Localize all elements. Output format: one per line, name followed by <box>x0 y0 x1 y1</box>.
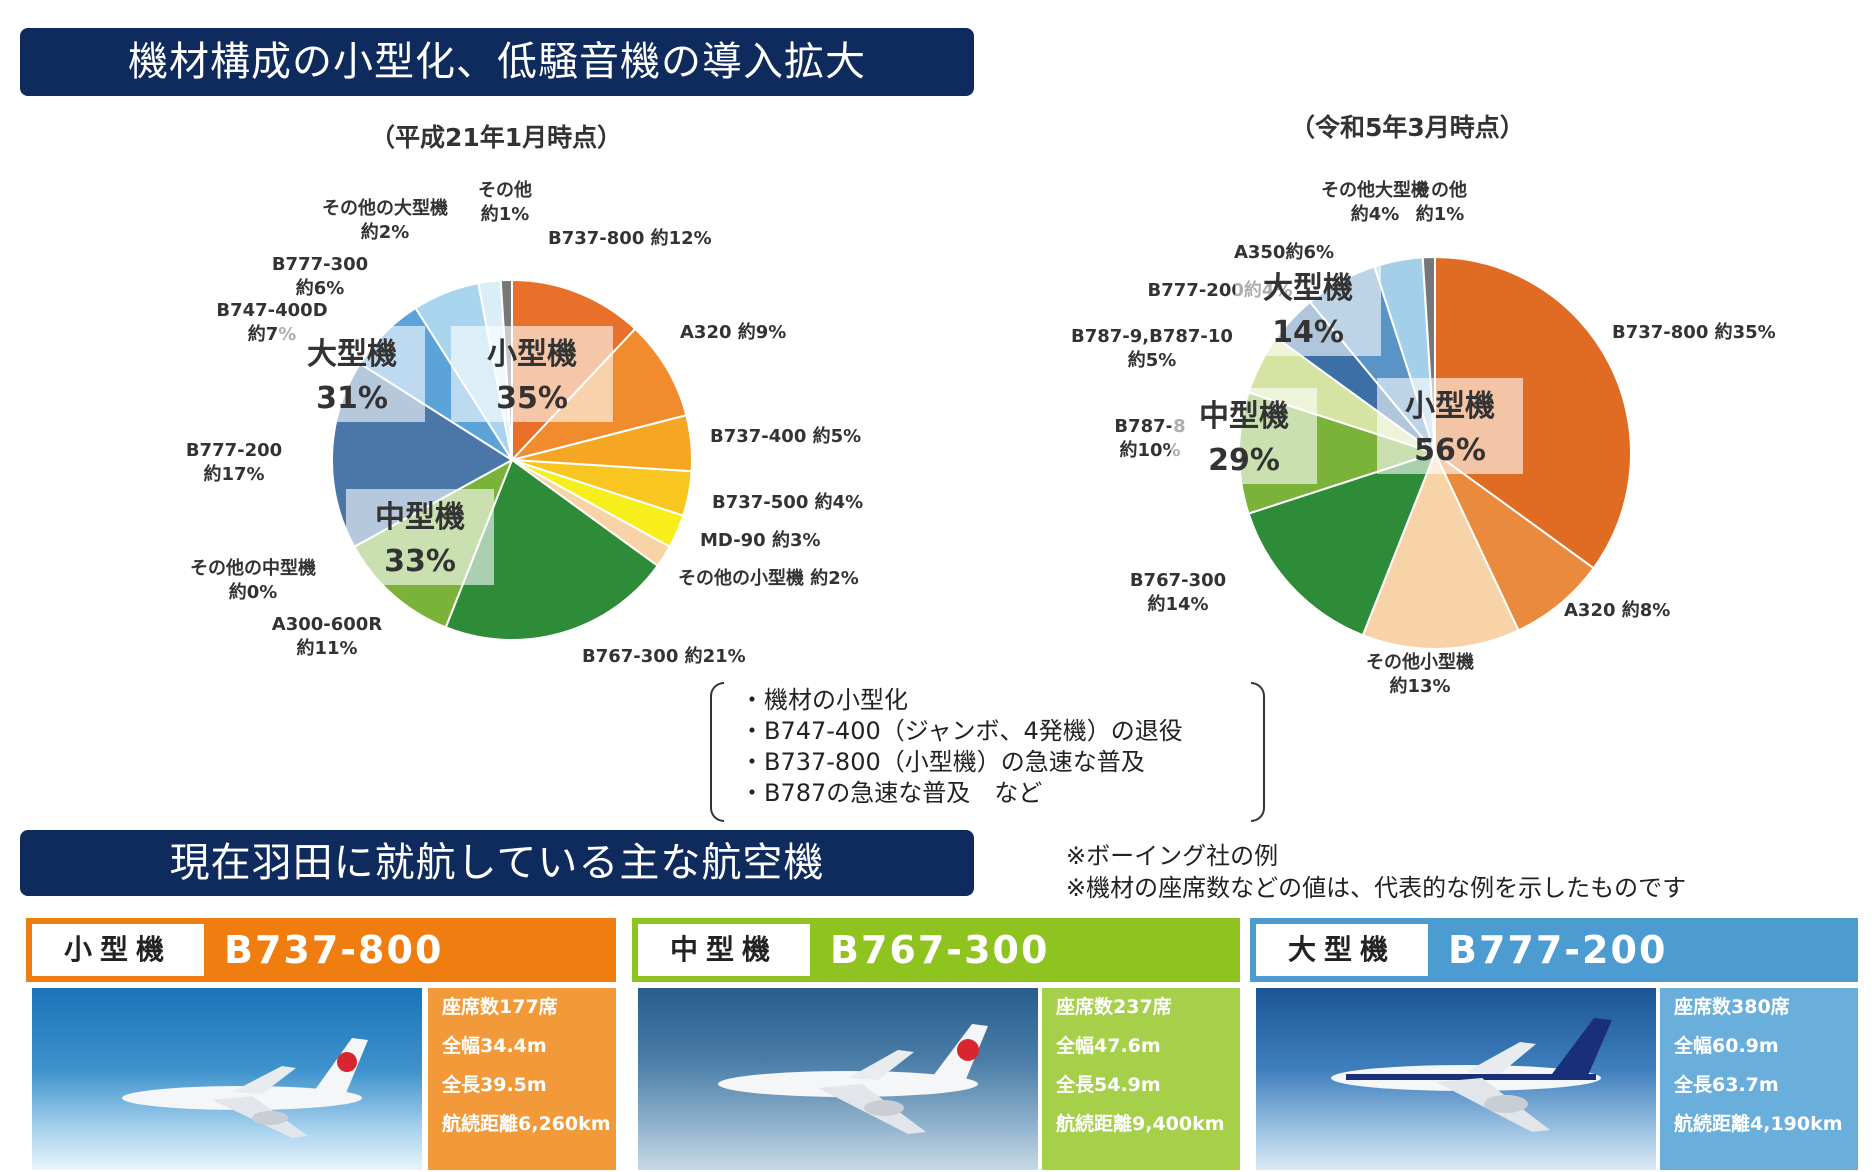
slice-label: その他小型機約13% <box>1366 651 1474 697</box>
slice-label: B777-200 約17% <box>186 440 282 485</box>
slice-label: その他の小型機 約2% <box>678 567 859 589</box>
slice-label: B737-500 約4% <box>712 491 863 513</box>
slice-label: B737-800 約35% <box>1612 321 1776 343</box>
spec-panel: 座席数380席 全幅60.9m 全長63.7m 航続距離4,190km <box>1660 988 1858 1170</box>
card-category: 中型機 <box>638 924 810 976</box>
spec-panel: 座席数237席 全幅47.6m 全長54.9m 航続距離9,400km <box>1042 988 1240 1170</box>
pie-chart-2009: B737-800 約12% A320 約9% B737-400 約5% B737-50… <box>186 179 863 667</box>
pie-slice <box>1434 452 1595 632</box>
group-label: 中型機 <box>375 500 465 535</box>
group-percent: 33% <box>384 544 456 579</box>
group-label: 大型機 <box>1263 271 1353 306</box>
spec-length: 全長39.5m <box>442 1074 547 1096</box>
pie-charts: B737-800 約12% A320 約9% B737-400 約5% B737-50… <box>186 179 1776 697</box>
slice-label: B767-300 約14% <box>1130 570 1226 615</box>
group-percent: 29% <box>1208 443 1280 478</box>
card-header: 大型機 B777-200 <box>1250 918 1858 982</box>
group-percent: 56% <box>1414 433 1486 468</box>
slice-label: A320 約8% <box>1564 599 1670 621</box>
group-label: 大型機 <box>307 337 397 372</box>
slice-label: その他約1% <box>478 179 532 225</box>
group-label: 中型機 <box>1199 399 1289 434</box>
spec-range: 航続距離6,260km <box>442 1113 611 1135</box>
group-percent: 14% <box>1272 315 1344 350</box>
key-changes-notes: ・機材の小型化 ・B747-400（ジャンボ、4発機）の退役 ・B737-800… <box>710 682 1265 822</box>
airplane-icon <box>122 1038 368 1138</box>
group-box <box>1377 378 1523 474</box>
group-box <box>346 489 494 585</box>
slice-label: A350約6% <box>1234 241 1334 263</box>
spec-wingspan: 全幅47.6m <box>1056 1035 1161 1057</box>
group-percent: 31% <box>316 381 388 416</box>
card-header: 小型機 B737-800 <box>26 918 616 982</box>
spec-seats: 座席数237席 <box>1056 996 1172 1018</box>
card-category: 大型機 <box>1256 924 1428 976</box>
slice-label: B767-300 約21% <box>582 645 746 667</box>
note-item: ・機材の小型化 <box>740 686 908 714</box>
chart2-title: （令和5年3月時点） <box>1290 113 1525 142</box>
group-box <box>451 326 613 422</box>
footnote-values: ※機材の座席数などの値は、代表的な例を示したものです <box>1066 874 1687 902</box>
spec-panel: 座席数177席 全幅34.4m 全長39.5m 航続距離6,260km <box>428 988 616 1170</box>
composition-heading: 機材構成の小型化、低騒音機の導入拡大 <box>20 28 974 96</box>
spec-wingspan: 全幅34.4m <box>442 1035 547 1057</box>
chart1-title: （平成21年1月時点） <box>370 123 623 152</box>
group-label: 小型機 <box>487 337 577 372</box>
aircraft-photo <box>1256 988 1656 1170</box>
group-box <box>279 326 425 422</box>
group-box <box>1235 260 1381 356</box>
card-model: B767-300 <box>830 928 1050 972</box>
spec-seats: 座席数380席 <box>1674 996 1790 1018</box>
slice-label: A300-600R 約11% <box>272 614 383 659</box>
group-percent: 35% <box>496 381 568 416</box>
pie-chart-2023: B737-800 約35% A320 約8% その他小型機約13% B767-300 約… <box>1071 179 1776 697</box>
aircraft-photo <box>638 988 1038 1170</box>
slice-label: その他の中型機約0% <box>190 557 316 603</box>
card-model: B737-800 <box>224 928 444 972</box>
spec-range: 航続距離9,400km <box>1056 1113 1225 1135</box>
aircraft-heading: 現在羽田に就航している主な航空機 <box>20 830 974 896</box>
aircraft-card-large: 大型機 B777-200 座席数380席 全幅60.9m 全長63.7m 航続距… <box>1250 918 1858 1170</box>
card-category: 小型機 <box>32 924 204 976</box>
aircraft-card-medium: 中型機 B767-300 座席数237席 全幅47.6m 全長54.9m 航続距… <box>632 918 1240 1170</box>
card-header: 中型機 B767-300 <box>632 918 1240 982</box>
note-item: ・B787の急速な普及 など <box>740 779 1043 807</box>
group-box <box>1171 388 1317 484</box>
slice-label: A320 約9% <box>680 321 786 343</box>
footnote-boeing: ※ボーイング社の例 <box>1066 842 1279 870</box>
airplane-icon <box>1331 1018 1612 1132</box>
slice-label: MD-90 約3% <box>700 529 821 551</box>
slice-label: B787-9,B787-10 約5% <box>1071 326 1233 371</box>
airplane-icon <box>718 1024 988 1134</box>
slice-label: B737-400 約5% <box>710 425 861 447</box>
slice-label: その他の大型機約2% <box>322 197 448 243</box>
card-model: B777-200 <box>1448 928 1668 972</box>
note-item: ・B747-400（ジャンボ、4発機）の退役 <box>740 717 1183 745</box>
spec-wingspan: 全幅60.9m <box>1674 1035 1779 1057</box>
bracket-right <box>1251 682 1265 822</box>
aircraft-card-small: 小型機 B737-800 座席数177席 全幅34.4m 全長39.5m 航続距… <box>26 918 616 1170</box>
pie-slice <box>1361 450 1520 650</box>
pie-slice <box>444 458 660 641</box>
slice-label: B777-300 約6% <box>272 254 368 299</box>
spec-length: 全長63.7m <box>1674 1074 1779 1096</box>
spec-length: 全長54.9m <box>1056 1074 1161 1096</box>
spec-range: 航続距離4,190km <box>1674 1113 1843 1135</box>
note-item: ・B737-800（小型機）の急速な普及 <box>740 748 1145 776</box>
slice-label: その他約1% <box>1413 179 1467 225</box>
slice-label: B787-8 約10% <box>1114 416 1185 461</box>
aircraft-photo <box>32 988 422 1170</box>
slice-label: B737-800 約12% <box>548 227 712 249</box>
pie-slice <box>1434 255 1632 570</box>
spec-seats: 座席数177席 <box>442 996 558 1018</box>
slice-label: その他大型機約4% <box>1321 179 1429 225</box>
group-label: 小型機 <box>1405 389 1495 424</box>
